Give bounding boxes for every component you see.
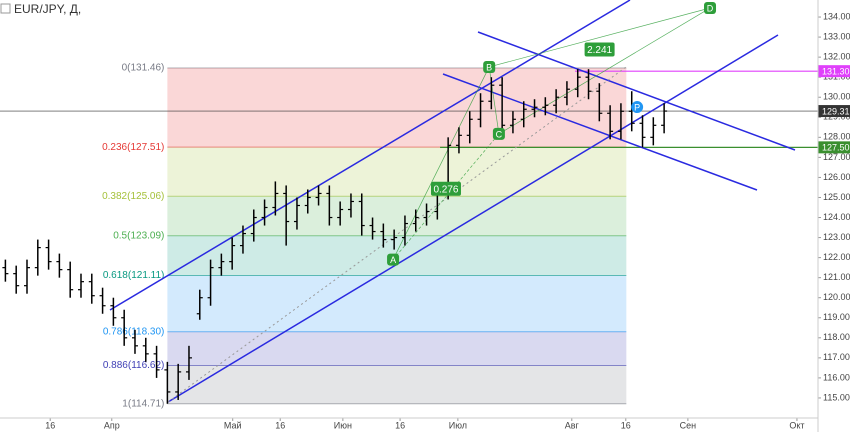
pattern-line	[392, 133, 500, 260]
main-layer: 115.00 116.00 117.00 118.00 119.00 120.00 121.…	[2, 2, 850, 430]
fib-zone	[167, 275, 627, 332]
fib-layer: 0(131.46) 0.236(127.51) 0.382(125.06) 0.5(1…	[0, 63, 818, 409]
ratio-box	[430, 181, 461, 196]
trend-line	[477, 31, 796, 151]
y-tick-label: 115.00	[823, 392, 850, 402]
pattern-point	[631, 101, 644, 114]
y-tick-label: 127.00	[823, 152, 850, 162]
x-tick-label: 16	[395, 420, 405, 430]
fib-zone	[167, 331, 627, 366]
y-tick-label: 118.00	[823, 332, 850, 342]
y-tick-label: 120.00	[823, 292, 850, 302]
price-tag-label: 127.50	[822, 143, 850, 153]
x-tick-label: Сен	[680, 420, 697, 430]
y-tick-label: 121.00	[823, 272, 850, 282]
price-tag	[818, 141, 850, 154]
x-tick-label: Авг	[565, 420, 580, 430]
price-tag-label: 131.30	[822, 67, 850, 77]
pattern-point	[483, 60, 496, 73]
ratio-label: 0.276	[433, 184, 458, 195]
y-tick-label: 134.00	[823, 11, 850, 21]
price-tag-label: 129.31	[822, 106, 850, 116]
fib-label: 0.382(125.06)	[102, 191, 164, 202]
y-tick-label: 124.00	[823, 212, 850, 222]
fib-label: 0.618(121.11)	[103, 270, 165, 281]
pattern-point-label: A	[390, 255, 396, 265]
price-tag	[818, 65, 850, 78]
fib-label: 1(114.71)	[122, 398, 164, 409]
y-tick-label: 128.00	[823, 132, 850, 142]
x-tick-label: 16	[45, 420, 55, 430]
y-tick-label: 119.00	[823, 312, 850, 322]
y-tick-label: 123.00	[823, 232, 850, 242]
y-tick-label: 116.00	[823, 372, 850, 382]
fib-label: 0(131.46)	[122, 63, 165, 74]
y-tick-label: 117.00	[823, 352, 850, 362]
chart-title: EUR/JPY, Д,	[14, 2, 81, 16]
pattern-point-label: P	[634, 102, 640, 112]
y-tick-label: 122.00	[823, 252, 850, 262]
y-tick-label: 126.00	[823, 172, 850, 182]
x-tick-label: Июл	[449, 420, 467, 430]
channel-line	[167, 34, 779, 403]
fib-label: 0.5(123.09)	[113, 230, 164, 241]
fib-label: 0.236(127.51)	[102, 142, 164, 153]
fib-label: 0.786(118.30)	[103, 326, 165, 337]
drawings	[109, 0, 796, 403]
pattern-point	[704, 2, 717, 15]
channel-line	[109, 0, 631, 311]
fib-zone	[167, 67, 627, 148]
x-tick-label: Июн	[334, 420, 352, 430]
pattern-point	[492, 127, 505, 140]
pattern-point-label: C	[496, 129, 503, 139]
x-tick-label: Окт	[789, 420, 804, 430]
x-tick-label: 16	[275, 420, 285, 430]
pattern-line	[489, 7, 711, 68]
fib-zone	[167, 196, 627, 236]
y-tick-label: 130.00	[823, 92, 850, 102]
ratio-box	[584, 42, 615, 57]
fib-zone	[167, 365, 627, 404]
x-tick-label: 16	[621, 420, 631, 430]
icon[interactable]	[0, 3, 11, 14]
y-tick-label: 125.00	[823, 192, 850, 202]
pattern-point-label: D	[707, 3, 714, 13]
pattern-line	[392, 66, 490, 260]
pattern-point-label: B	[486, 62, 492, 72]
ratio-label: 2.241	[587, 45, 612, 56]
pattern-point	[387, 253, 400, 266]
price-tag	[818, 105, 850, 118]
fib-zone	[167, 147, 627, 197]
x-tick-label: Апр	[104, 420, 120, 430]
x-tick-label: Май	[224, 420, 242, 430]
trend-line	[442, 73, 758, 191]
fib-label: 0.886(116.62)	[103, 360, 165, 371]
y-tick-label: 133.00	[823, 31, 850, 41]
y-tick-label: 132.00	[823, 52, 850, 62]
